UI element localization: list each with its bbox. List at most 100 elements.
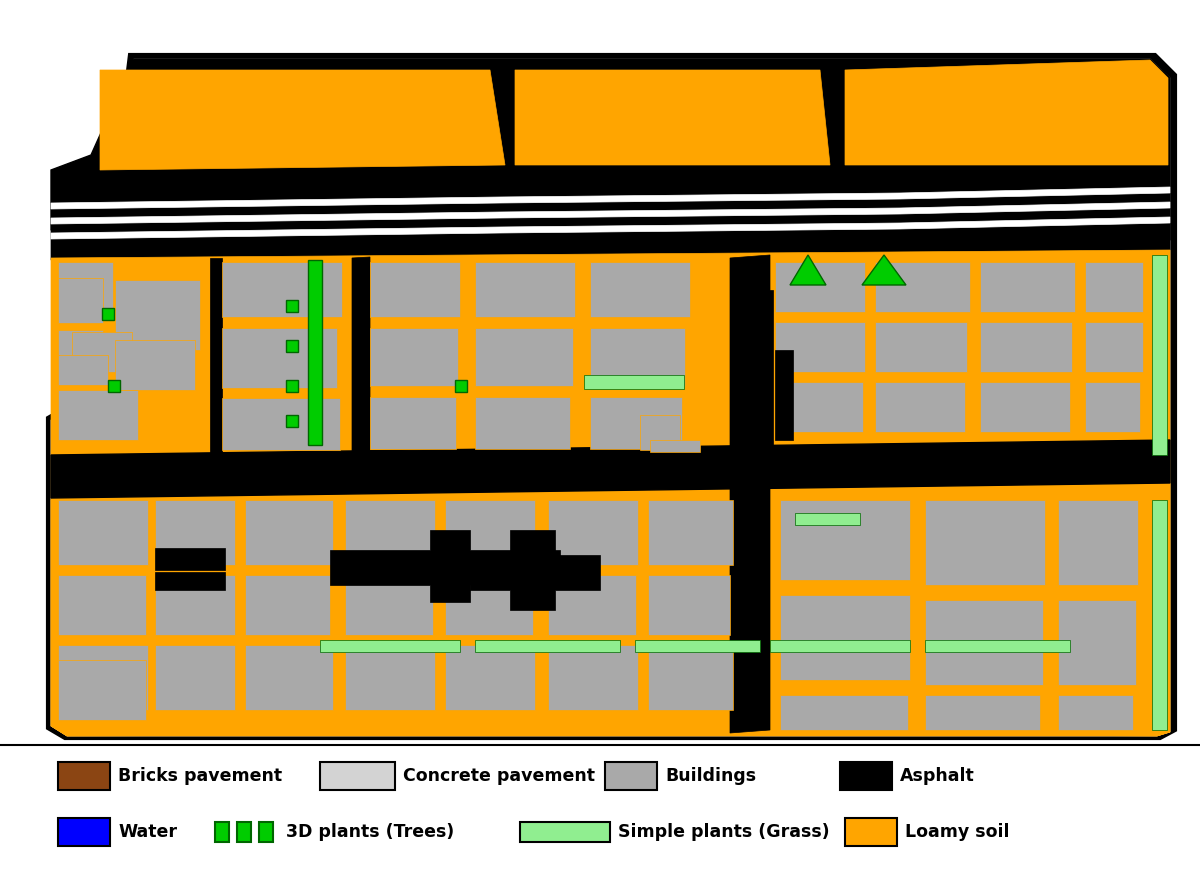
Polygon shape bbox=[980, 322, 1072, 372]
Polygon shape bbox=[155, 572, 226, 590]
Polygon shape bbox=[370, 397, 456, 449]
Polygon shape bbox=[286, 300, 298, 312]
Polygon shape bbox=[50, 187, 1170, 209]
Polygon shape bbox=[770, 640, 910, 652]
Polygon shape bbox=[245, 575, 330, 635]
Polygon shape bbox=[370, 328, 458, 386]
Polygon shape bbox=[58, 660, 146, 720]
Polygon shape bbox=[775, 262, 865, 312]
Polygon shape bbox=[50, 217, 1170, 239]
Text: Loamy soil: Loamy soil bbox=[905, 823, 1009, 841]
Polygon shape bbox=[58, 330, 103, 365]
Polygon shape bbox=[730, 255, 770, 733]
Polygon shape bbox=[346, 575, 433, 635]
Polygon shape bbox=[980, 382, 1070, 432]
Polygon shape bbox=[245, 500, 334, 565]
Polygon shape bbox=[222, 398, 340, 450]
Polygon shape bbox=[770, 480, 1170, 736]
Polygon shape bbox=[58, 575, 146, 635]
Polygon shape bbox=[210, 258, 222, 458]
Polygon shape bbox=[330, 530, 560, 602]
Polygon shape bbox=[1152, 255, 1166, 455]
Polygon shape bbox=[925, 600, 1043, 685]
Polygon shape bbox=[775, 382, 863, 432]
Polygon shape bbox=[470, 530, 600, 610]
Polygon shape bbox=[50, 250, 1170, 736]
Polygon shape bbox=[780, 500, 910, 580]
Polygon shape bbox=[222, 262, 342, 317]
Polygon shape bbox=[50, 59, 1170, 240]
Polygon shape bbox=[100, 70, 505, 170]
Polygon shape bbox=[215, 822, 229, 842]
Polygon shape bbox=[590, 328, 685, 386]
Polygon shape bbox=[548, 500, 638, 565]
Polygon shape bbox=[155, 645, 235, 710]
Polygon shape bbox=[743, 290, 773, 450]
Polygon shape bbox=[605, 762, 658, 790]
Text: Concrete pavement: Concrete pavement bbox=[403, 767, 595, 785]
Polygon shape bbox=[1085, 262, 1142, 312]
Polygon shape bbox=[346, 500, 436, 565]
Polygon shape bbox=[58, 500, 148, 565]
Polygon shape bbox=[58, 390, 138, 440]
Polygon shape bbox=[590, 262, 690, 317]
Polygon shape bbox=[862, 255, 906, 285]
Polygon shape bbox=[50, 490, 770, 736]
Polygon shape bbox=[475, 640, 620, 652]
Polygon shape bbox=[640, 415, 680, 450]
Polygon shape bbox=[1085, 382, 1140, 432]
Polygon shape bbox=[286, 380, 298, 392]
Polygon shape bbox=[238, 822, 251, 842]
Polygon shape bbox=[50, 440, 1170, 498]
Polygon shape bbox=[50, 222, 1170, 260]
Polygon shape bbox=[1058, 500, 1138, 585]
Polygon shape bbox=[102, 308, 114, 320]
Polygon shape bbox=[925, 500, 1045, 585]
Polygon shape bbox=[925, 695, 1040, 730]
Polygon shape bbox=[308, 260, 322, 445]
Polygon shape bbox=[72, 332, 132, 372]
Polygon shape bbox=[475, 262, 575, 317]
Polygon shape bbox=[520, 822, 610, 842]
Polygon shape bbox=[635, 640, 760, 652]
Polygon shape bbox=[352, 257, 370, 459]
Polygon shape bbox=[108, 380, 120, 392]
Polygon shape bbox=[1058, 695, 1133, 730]
Polygon shape bbox=[1058, 600, 1136, 685]
Polygon shape bbox=[115, 340, 194, 390]
Polygon shape bbox=[790, 255, 826, 285]
Polygon shape bbox=[50, 59, 1170, 736]
Polygon shape bbox=[370, 262, 460, 317]
Text: Simple plants (Grass): Simple plants (Grass) bbox=[618, 823, 829, 841]
Polygon shape bbox=[845, 818, 898, 846]
Polygon shape bbox=[155, 500, 235, 565]
Polygon shape bbox=[48, 55, 1175, 738]
Polygon shape bbox=[346, 645, 436, 710]
Polygon shape bbox=[58, 762, 110, 790]
Polygon shape bbox=[775, 322, 865, 372]
Polygon shape bbox=[320, 762, 395, 790]
Polygon shape bbox=[515, 70, 830, 165]
Polygon shape bbox=[845, 60, 1168, 165]
Polygon shape bbox=[925, 640, 1070, 652]
Text: Bricks pavement: Bricks pavement bbox=[118, 767, 282, 785]
Polygon shape bbox=[840, 762, 892, 790]
Polygon shape bbox=[222, 328, 337, 388]
Polygon shape bbox=[548, 645, 638, 710]
Text: 3D plants (Trees): 3D plants (Trees) bbox=[286, 823, 455, 841]
Polygon shape bbox=[155, 575, 235, 635]
Polygon shape bbox=[286, 340, 298, 352]
Polygon shape bbox=[1152, 500, 1166, 730]
Polygon shape bbox=[259, 822, 274, 842]
Polygon shape bbox=[648, 500, 733, 565]
Polygon shape bbox=[58, 262, 113, 312]
Polygon shape bbox=[155, 548, 226, 570]
Polygon shape bbox=[648, 575, 730, 635]
Polygon shape bbox=[445, 645, 535, 710]
Polygon shape bbox=[980, 262, 1075, 312]
Polygon shape bbox=[50, 202, 1170, 224]
Polygon shape bbox=[875, 262, 970, 312]
Polygon shape bbox=[590, 397, 682, 449]
Polygon shape bbox=[780, 595, 910, 680]
Text: Buildings: Buildings bbox=[665, 767, 756, 785]
